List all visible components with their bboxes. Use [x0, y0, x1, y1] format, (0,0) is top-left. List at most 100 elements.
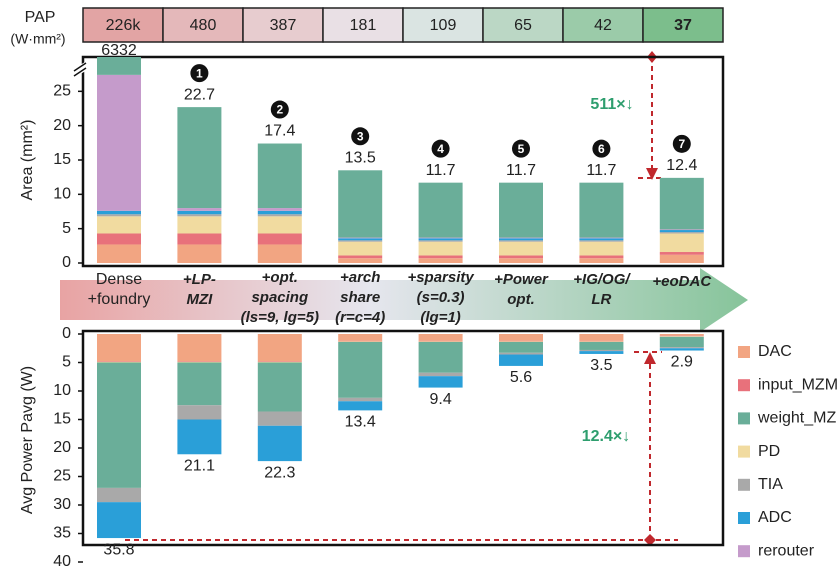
axis-break	[73, 62, 87, 72]
bar-segment	[659, 335, 704, 337]
y-tick-label: 20	[53, 439, 71, 456]
bar-segment	[338, 397, 383, 402]
legend-label: PD	[758, 443, 780, 460]
pap-value: 226k	[106, 17, 142, 34]
pap-cell	[242, 7, 324, 43]
bar-segment	[177, 361, 222, 363]
x-tick-label: (lg=1)	[420, 309, 460, 326]
bar-segment	[499, 340, 543, 342]
y-tick-label: 0	[62, 254, 71, 271]
x-tick-label: Dense	[96, 271, 142, 288]
step-label: 2	[276, 103, 283, 117]
legend-label: weight_MZI	[757, 410, 837, 427]
x-tick-label: share	[340, 289, 380, 306]
bar-segment	[177, 244, 222, 263]
legend-label: input_MZM	[758, 376, 837, 393]
bar-segment	[338, 241, 383, 256]
legend-swatch	[738, 478, 750, 491]
y-tick-label: 20	[53, 117, 71, 134]
plot-frame	[81, 329, 725, 547]
pap-value: 42	[594, 17, 612, 34]
axis-break-gap	[72, 61, 90, 77]
total-label: 22.3	[264, 464, 295, 481]
step-marker	[190, 64, 209, 83]
bar-segment	[257, 210, 302, 215]
bar-segment	[418, 372, 463, 377]
bar-segment	[177, 419, 222, 455]
bar-segment	[257, 361, 302, 362]
bar-segment	[338, 170, 383, 238]
bar-segment	[97, 214, 141, 217]
legend-label: rerouter	[758, 542, 815, 559]
bar-segment	[659, 336, 704, 348]
y-tick-label: 0	[62, 325, 71, 342]
x-tick-label: +arch	[340, 269, 380, 286]
bar-segment	[338, 341, 383, 342]
bar-segment	[659, 334, 704, 336]
total-label: 17.4	[264, 123, 295, 140]
bar-segment	[257, 361, 302, 363]
pap-value: 387	[270, 17, 297, 34]
total-label: 11.7	[506, 162, 536, 179]
bar-segment	[579, 334, 624, 341]
bar-segment	[659, 252, 704, 255]
bar-segment	[418, 238, 463, 241]
total-label: 11.7	[426, 162, 456, 179]
bar-segment	[257, 233, 302, 245]
x-tick-label: +IG/OG/	[573, 271, 631, 288]
bar-segment	[338, 334, 383, 341]
bar-segment	[338, 340, 383, 342]
bar-segment	[579, 240, 624, 242]
pap-value: 37	[674, 17, 692, 34]
bar-segment	[338, 341, 383, 398]
bar-segment	[97, 244, 141, 263]
annotation: 511×↓	[590, 96, 633, 113]
x-tick-label: opt.	[507, 291, 535, 308]
bar-segment	[418, 240, 463, 242]
pap-cell	[562, 7, 644, 43]
bar-segment	[97, 216, 141, 234]
x-tick-label: MZI	[186, 291, 213, 308]
legend-label: TIA	[758, 476, 783, 493]
bar-segment	[177, 107, 222, 209]
bar-segment	[97, 361, 141, 362]
legend-swatch	[738, 346, 750, 358]
pap-cell	[162, 7, 244, 43]
x-tick-label: +Power	[494, 271, 549, 288]
bar-segment	[418, 376, 463, 388]
y-tick-label: 10	[53, 186, 71, 203]
bar-segment	[418, 258, 463, 263]
pap-cell	[482, 7, 564, 43]
bar-segment	[659, 229, 704, 231]
bar-segment	[97, 502, 141, 539]
bar-segment	[257, 208, 302, 211]
bar-segment	[418, 341, 463, 373]
bar-segment	[659, 230, 704, 233]
bar-segment	[97, 362, 141, 488]
bar-segment	[418, 340, 463, 342]
step-marker	[270, 100, 289, 119]
bar-segment	[97, 334, 141, 362]
legend-swatch	[738, 445, 750, 458]
y-tick-label: 25	[53, 468, 71, 485]
bar-segment	[338, 240, 383, 242]
bar-segment	[97, 487, 141, 503]
bar-segment	[499, 341, 543, 353]
y-tick-label: 15	[53, 151, 71, 168]
bar-segment	[177, 214, 222, 217]
x-tick-label: +LP-	[183, 271, 216, 288]
bar-segment	[659, 348, 704, 351]
bar-segment	[177, 210, 222, 215]
bar-segment	[499, 241, 543, 256]
total-label: 3.5	[590, 357, 612, 374]
bar-segment	[97, 233, 141, 245]
total-label: 2.9	[671, 354, 693, 371]
bar-segment	[579, 241, 624, 256]
bar-segment	[579, 182, 624, 238]
bar-segment	[499, 352, 543, 355]
bar-segment	[659, 233, 704, 253]
bar-segment	[499, 182, 543, 238]
bar-segment	[177, 233, 222, 245]
bar-segment	[499, 237, 543, 239]
bar-segment	[97, 210, 141, 215]
